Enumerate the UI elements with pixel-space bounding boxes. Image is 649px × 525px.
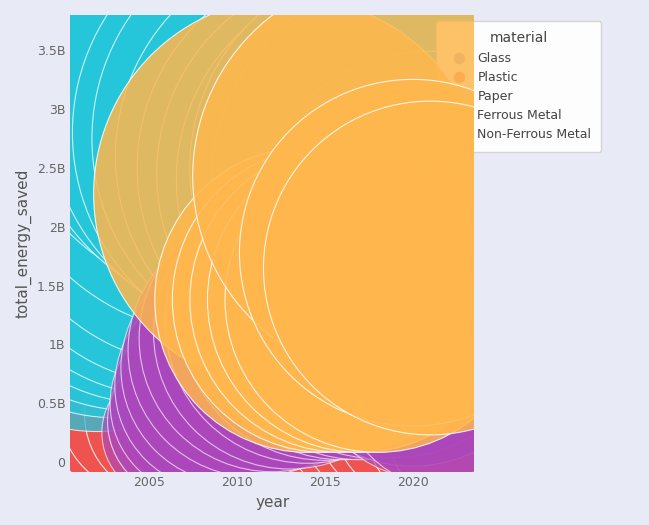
Point <box>373 416 383 424</box>
Point <box>267 334 278 343</box>
Point <box>267 105 278 113</box>
Point <box>320 454 330 462</box>
Point <box>355 310 365 318</box>
Point <box>232 364 242 372</box>
Point <box>408 453 418 461</box>
Point <box>302 454 313 463</box>
Point <box>408 323 418 331</box>
Point <box>302 296 313 304</box>
Point <box>302 134 313 143</box>
Point <box>249 455 260 464</box>
Point <box>109 406 119 415</box>
Point <box>267 455 278 463</box>
Point <box>127 223 137 231</box>
Y-axis label: total_energy_saved: total_energy_saved <box>15 169 31 318</box>
Point <box>179 182 190 190</box>
Point <box>320 311 330 319</box>
Point <box>443 434 453 443</box>
Point <box>390 172 400 181</box>
Point <box>214 416 225 424</box>
Point <box>109 457 119 466</box>
Point <box>197 456 207 465</box>
Point <box>92 258 102 266</box>
Point <box>285 329 295 337</box>
Point <box>320 417 330 425</box>
Point <box>179 417 190 425</box>
Point <box>74 458 84 466</box>
Point <box>179 457 190 465</box>
Point <box>214 456 225 464</box>
Point <box>355 170 365 178</box>
Point <box>285 190 295 198</box>
Point <box>127 457 137 466</box>
Point <box>214 105 225 113</box>
Point <box>425 228 435 237</box>
Point <box>443 252 453 260</box>
Point <box>127 402 137 410</box>
Point <box>162 457 172 465</box>
Point <box>232 58 242 66</box>
Point <box>425 264 435 272</box>
Point <box>162 199 172 207</box>
Point <box>425 352 435 361</box>
Point <box>408 414 418 423</box>
Point <box>355 296 365 304</box>
Point <box>408 248 418 257</box>
Point <box>232 455 242 464</box>
Point <box>425 454 435 462</box>
Point <box>337 310 348 318</box>
Point <box>337 418 348 426</box>
Legend: Glass, Plastic, Paper, Ferrous Metal, Non-Ferrous Metal: Glass, Plastic, Paper, Ferrous Metal, No… <box>436 21 602 152</box>
Point <box>197 399 207 407</box>
Point <box>285 129 295 137</box>
Point <box>144 457 154 466</box>
Point <box>267 412 278 421</box>
Point <box>92 457 102 466</box>
Point <box>232 414 242 423</box>
Point <box>390 164 400 172</box>
Point <box>355 417 365 425</box>
Point <box>249 413 260 422</box>
Point <box>390 453 400 461</box>
Point <box>390 414 400 423</box>
Point <box>443 375 453 384</box>
Point <box>373 175 383 184</box>
Point <box>302 408 313 417</box>
Point <box>179 417 190 425</box>
Point <box>390 305 400 313</box>
Point <box>285 412 295 421</box>
Point <box>425 431 435 439</box>
X-axis label: year: year <box>255 495 289 510</box>
Point <box>144 400 154 408</box>
Point <box>249 346 260 354</box>
Point <box>285 455 295 463</box>
Point <box>92 434 102 443</box>
Point <box>162 428 172 437</box>
Point <box>355 453 365 461</box>
Point <box>302 317 313 325</box>
Point <box>373 296 383 304</box>
Point <box>197 417 207 425</box>
Point <box>162 411 172 419</box>
Point <box>408 175 418 184</box>
Point <box>320 296 330 304</box>
Point <box>144 211 154 219</box>
Point <box>337 454 348 462</box>
Point <box>443 455 453 463</box>
Point <box>337 296 348 304</box>
Point <box>373 307 383 316</box>
Point <box>337 164 348 172</box>
Point <box>373 453 383 461</box>
Point <box>249 81 260 90</box>
Point <box>320 152 330 161</box>
Point <box>214 382 225 390</box>
Point <box>109 234 119 243</box>
Point <box>197 152 207 161</box>
